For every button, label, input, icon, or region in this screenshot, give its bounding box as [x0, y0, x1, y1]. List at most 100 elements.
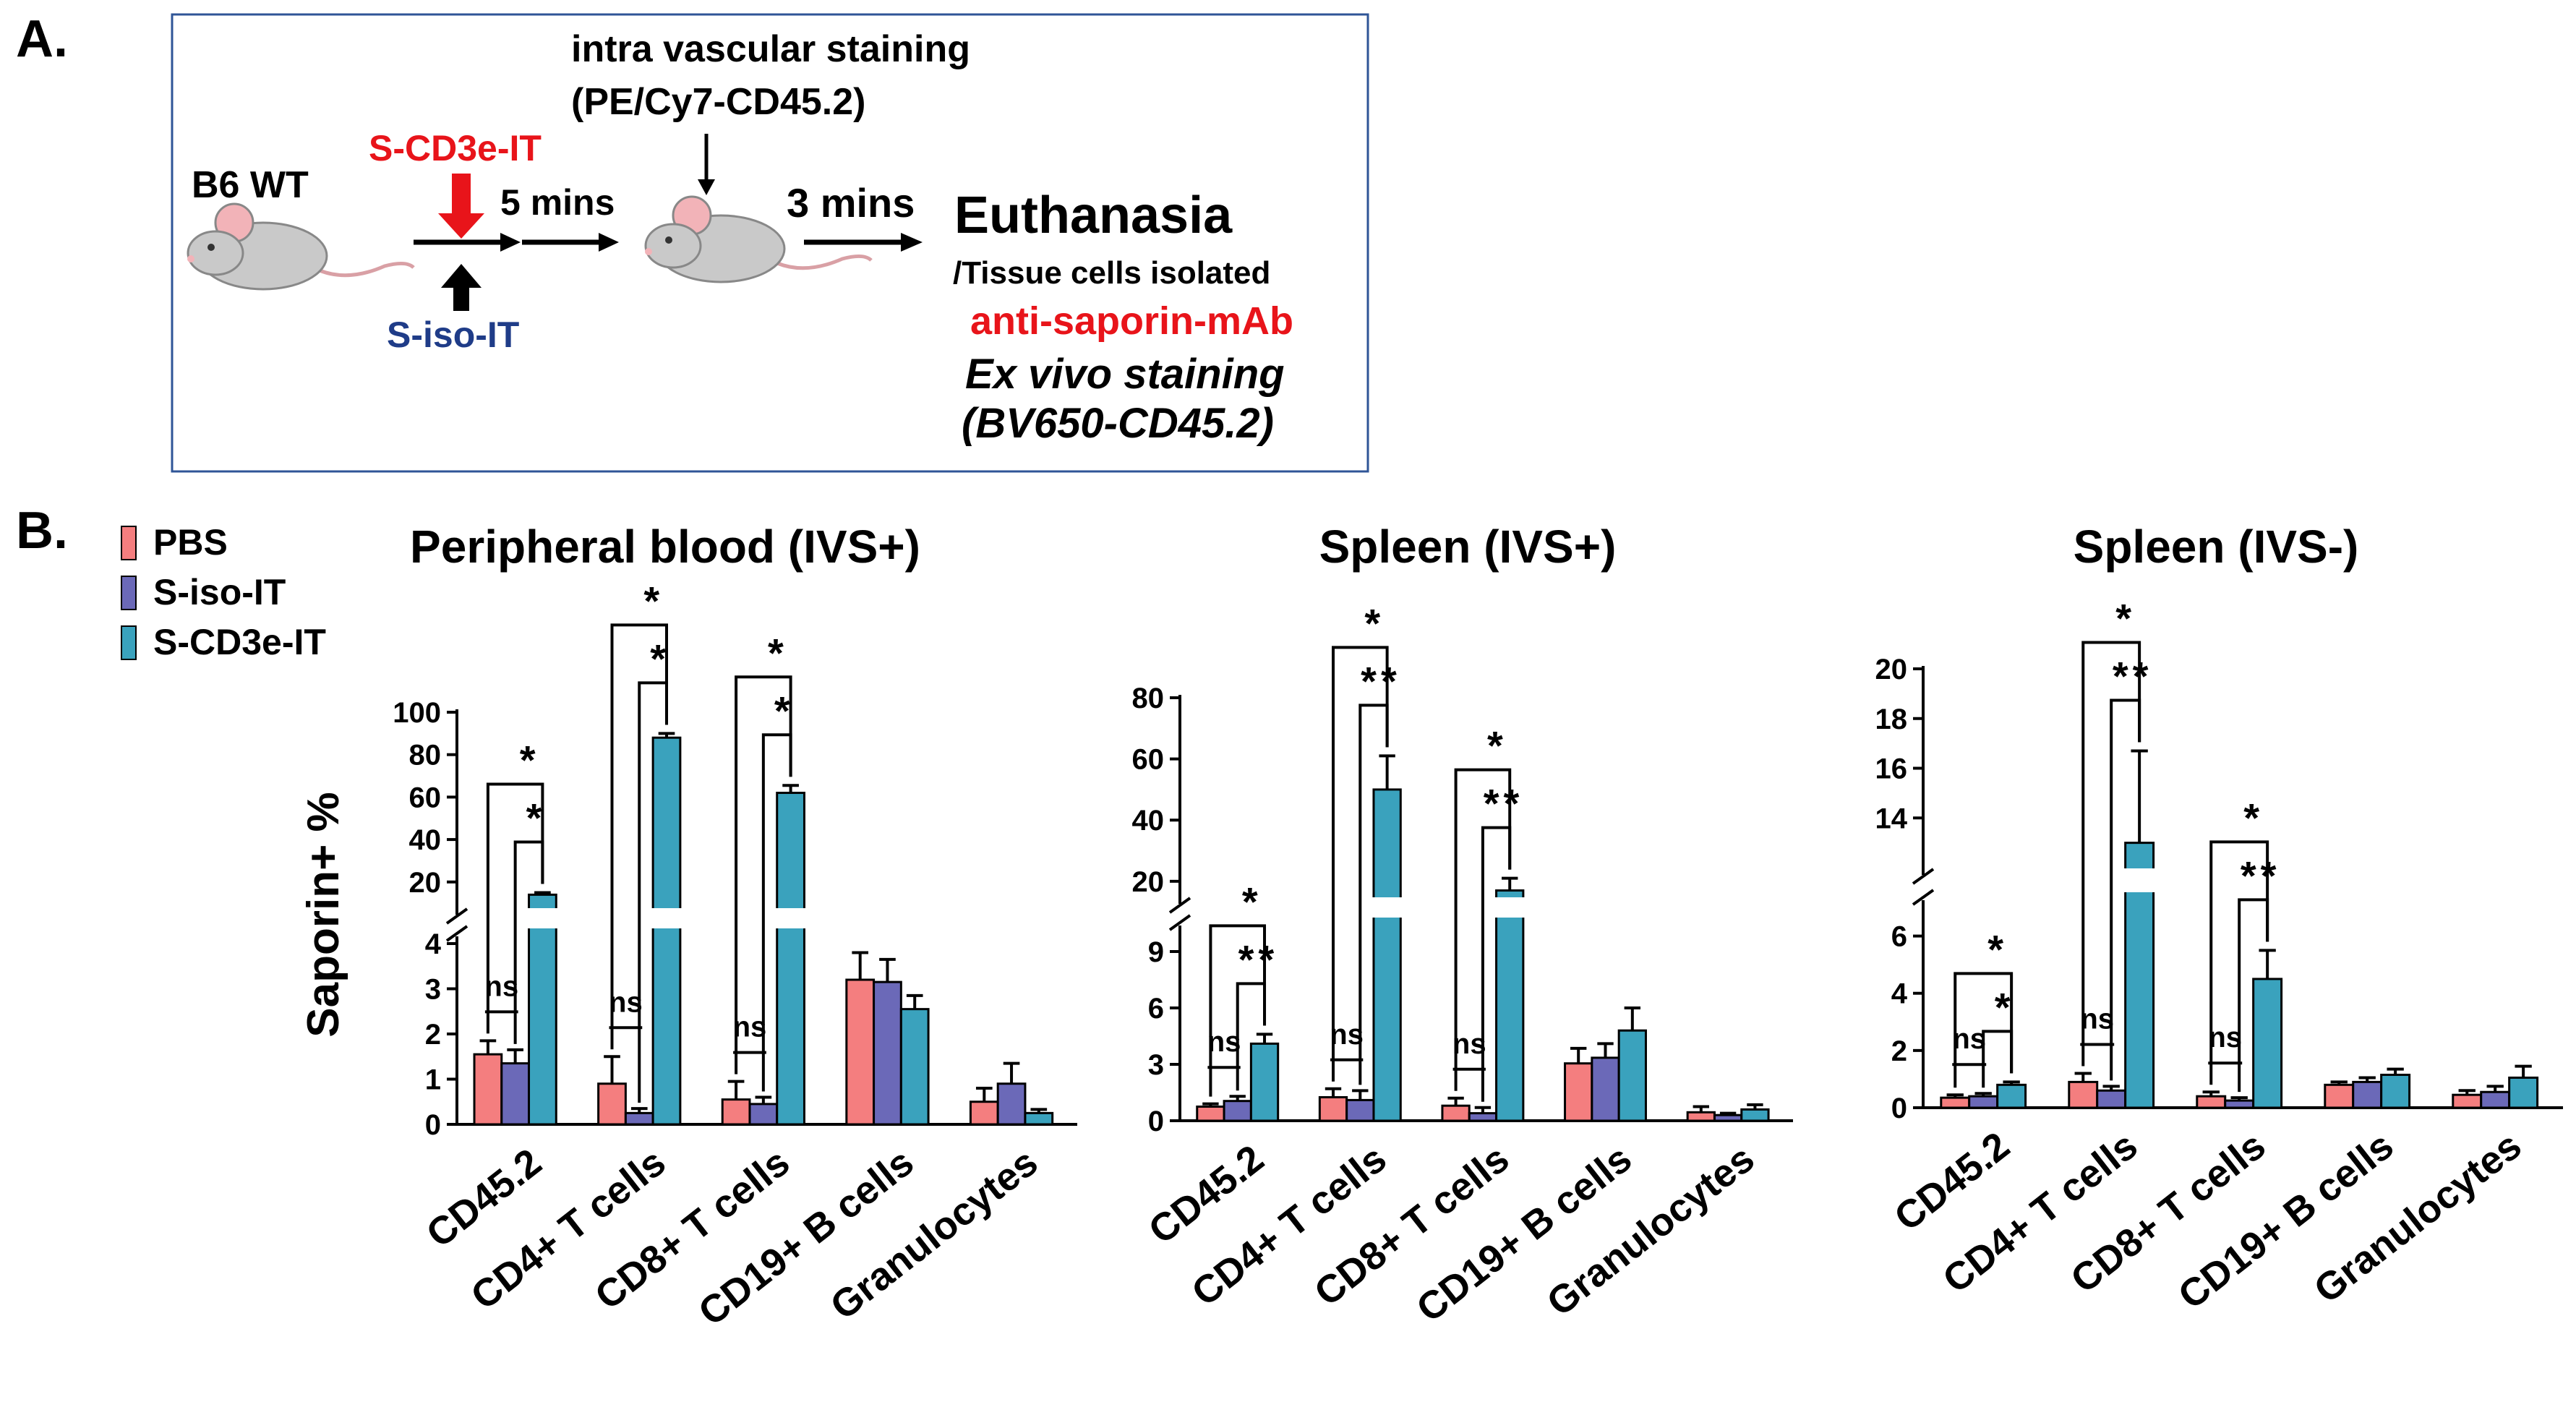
bar-s-cd3e-it [776, 792, 805, 1126]
bar-s-iso-it [1223, 1100, 1252, 1122]
y-tick-label: 40 [409, 824, 442, 856]
ex-vivo-label: Ex vivo staining [965, 351, 1285, 398]
bar-pbs [845, 978, 876, 1126]
y-tick-label: 6 [1891, 921, 1907, 953]
ns-label: ns [2208, 1022, 2242, 1053]
y-tick-label: 20 [1875, 654, 1908, 685]
y-tick-label: 60 [1132, 744, 1165, 776]
y-tick-label: 80 [1132, 683, 1165, 714]
significance-bracket [1332, 646, 1389, 1082]
significance-label: * [650, 636, 670, 681]
y-tick-label: 2 [1891, 1035, 1907, 1067]
bar-s-iso-it [873, 980, 902, 1126]
significance-label: * [2243, 795, 2264, 840]
significance-label: * [774, 688, 795, 733]
bar-pbs [1940, 1096, 1971, 1109]
five-mins-label: 5 mins [500, 182, 615, 223]
ns-label: ns [2080, 1004, 2114, 1035]
black-arrow-head [441, 264, 482, 288]
bar-break-band [775, 908, 806, 928]
charts: Peripheral blood (IVS+)0123420406080100C… [393, 521, 2563, 1334]
bar-break-band [651, 908, 682, 928]
bar-pbs [1196, 1106, 1225, 1122]
bar-pbs [1564, 1062, 1593, 1122]
bar-s-iso-it [1468, 1112, 1498, 1122]
b6wt-label: B6 WT [192, 164, 309, 206]
y-tick-label: 3 [1148, 1049, 1164, 1081]
significance-bracket [610, 623, 669, 1050]
bar-pbs [2068, 1080, 2099, 1109]
bar-s-cd3e-it [651, 736, 682, 1126]
significance-bracket [486, 782, 544, 1034]
y-tick-label: 1 [425, 1064, 441, 1096]
bar-pbs [2196, 1095, 2227, 1109]
bar-pbs [473, 1053, 503, 1126]
y-tick-label: 4 [425, 928, 442, 960]
mouse-icon [187, 202, 415, 291]
y-tick-label: 16 [1875, 753, 1908, 785]
bar-s-cd3e-it [2508, 1076, 2539, 1109]
y-axis-label: Saporin+ % [299, 792, 348, 1037]
y-tick-label: 4 [1891, 978, 1908, 1010]
y-tick-label: 0 [425, 1109, 441, 1141]
bar-s-iso-it [1968, 1095, 1999, 1109]
ivs-label-1: intra vascular staining [571, 28, 970, 70]
tissue-label: /Tissue cells isolated [953, 255, 1270, 291]
ns-label: ns [1330, 1019, 1364, 1051]
y-tick-label: 3 [425, 974, 441, 1006]
bar-s-cd3e-it [1372, 788, 1402, 1122]
axis-break-mark [1912, 868, 1935, 885]
significance-label: * [526, 795, 547, 840]
y-tick-label: 100 [393, 697, 441, 729]
bar-s-iso-it [1591, 1056, 1620, 1122]
euthanasia-label: Euthanasia [954, 187, 1233, 244]
significance-bracket [1982, 1030, 2014, 1088]
bar-pbs [1686, 1111, 1716, 1122]
significance-label: * [768, 630, 788, 675]
bar-s-iso-it [2352, 1080, 2383, 1109]
s-iso-it-label: S-iso-IT [387, 315, 519, 355]
x-tick-label: Granulocytes [1539, 1137, 1763, 1325]
ns-label: ns [609, 986, 643, 1018]
x-tick-label: Granulocytes [823, 1140, 1046, 1328]
bar-s-iso-it [1713, 1114, 1743, 1122]
bar-s-iso-it [1345, 1098, 1375, 1122]
significance-bracket [1454, 768, 1512, 1091]
significance-label: * [520, 737, 540, 782]
ns-label: ns [1952, 1023, 1986, 1055]
bar-s-cd3e-it [899, 1008, 930, 1126]
y-tick-label: 0 [1891, 1093, 1907, 1124]
legend-label-iso: S-iso-IT [153, 572, 286, 612]
significance-label: * [643, 578, 664, 623]
ivs-label-2: (PE/Cy7-CD45.2) [571, 81, 865, 123]
bar-s-iso-it [2480, 1090, 2511, 1109]
bar-s-cd3e-it [528, 893, 557, 1126]
axis-break-mark [1912, 889, 1935, 906]
bar-s-iso-it [2224, 1099, 2255, 1109]
bar-s-cd3e-it [2252, 978, 2283, 1109]
significance-bracket [1209, 924, 1267, 1097]
significance-label: ** [2113, 653, 2153, 698]
bar-s-cd3e-it [1740, 1108, 1770, 1122]
ns-label: ns [733, 1012, 767, 1043]
significance-label: ** [1361, 658, 1401, 704]
chart-title: Spleen (IVS+) [1319, 521, 1617, 573]
significance-label: * [1364, 600, 1385, 646]
y-tick-label: 40 [1132, 805, 1165, 837]
bar-s-cd3e-it [1024, 1111, 1054, 1126]
bar-break-band [1494, 897, 1525, 918]
legend-swatch-pbs [121, 526, 137, 560]
x-tick-label: CD19+ B cells [2170, 1124, 2402, 1317]
s-cd3e-it-label: S-CD3e-IT [369, 128, 542, 168]
significance-bracket [2081, 641, 2141, 1067]
panel-b: B. PBS S-iso-IT S-CD3e-IT Saporin+ % Per… [16, 502, 2563, 1334]
axis-break-mark [1168, 914, 1191, 931]
significance-bracket [735, 675, 792, 1074]
bar-s-iso-it [996, 1082, 1027, 1126]
mouse-icon-2 [644, 195, 873, 283]
y-tick-label: 60 [409, 782, 442, 813]
bar-s-cd3e-it [1617, 1029, 1647, 1122]
bar-s-cd3e-it [1249, 1042, 1280, 1122]
